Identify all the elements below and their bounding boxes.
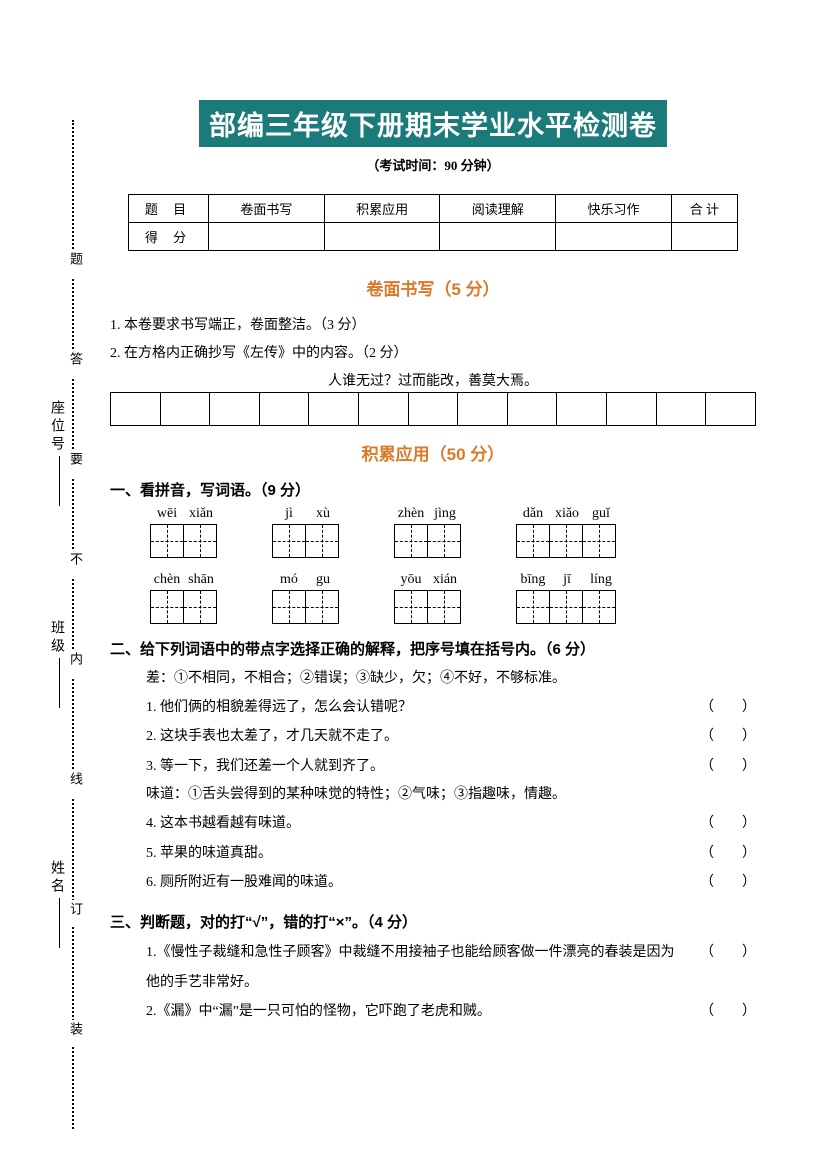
- pinyin-row-2: chènshān mógu yōuxián bīngjīlíng: [150, 572, 756, 624]
- q2-item: 2. 这块手表也太差了，才几天就不走了。（ ）: [146, 722, 756, 751]
- char-box[interactable]: [150, 590, 218, 624]
- q2-block: 差：①不相同，不相合；②错误；③缺少，欠；④不好，不够标准。 1. 他们俩的相貌…: [146, 665, 756, 897]
- q1-header: 一、看拼音，写词语。（9 分）: [110, 479, 756, 500]
- score-table: 题 目 卷面书写 积累应用 阅读理解 快乐习作 合 计 得 分: [128, 194, 738, 251]
- answer-paren[interactable]: （ ）: [676, 997, 756, 1026]
- label-name: 姓名: [46, 860, 66, 950]
- binding-margin: 姓名 班级 座位号 装 订 线 内 不 要 答 题: [46, 120, 86, 1129]
- answer-paren[interactable]: （ ）: [676, 809, 756, 838]
- answer-paren[interactable]: （ ）: [676, 693, 756, 722]
- score-cell[interactable]: [324, 223, 440, 251]
- pinyin-item: wēixiǎn: [150, 506, 218, 558]
- label-class: 班级: [46, 620, 66, 710]
- char-box[interactable]: [394, 524, 462, 558]
- score-header-label: 题 目: [129, 195, 209, 223]
- score-col: 快乐习作: [556, 195, 672, 223]
- q2-item: 3. 等一下，我们还差一个人就到齐了。（ ）: [146, 752, 756, 781]
- score-col: 合 计: [671, 195, 737, 223]
- quote-text: 人谁无过？过而能改，善莫大焉。: [110, 370, 756, 390]
- bind-word-8: 题: [66, 250, 85, 277]
- char-box[interactable]: [516, 524, 618, 558]
- answer-paren[interactable]: （ ）: [676, 938, 756, 997]
- pinyin-item: jìxù: [272, 506, 340, 558]
- exam-page: 姓名 班级 座位号 装 订 线 内 不 要 答 题 部编三年级下册期末学业水平检…: [0, 0, 826, 1169]
- label-seat: 座位号: [46, 400, 66, 508]
- pinyin-item: zhènjìng: [394, 506, 462, 558]
- score-row-label: 得 分: [129, 223, 209, 251]
- answer-paren[interactable]: （ ）: [676, 868, 756, 897]
- writing-rule-1: 1. 本卷要求书写端正，卷面整洁。（3 分）: [110, 312, 756, 340]
- q2-item: 6. 厕所附近有一股难闻的味道。（ ）: [146, 868, 756, 897]
- bind-word-4: 内: [66, 650, 85, 677]
- q3-item: 1.《慢性子裁缝和急性子顾客》中裁缝不用接袖子也能给顾客做一件漂亮的春装是因为他…: [146, 938, 756, 997]
- pinyin-row-1: wēixiǎn jìxù zhènjìng dǎnxiǎoguǐ: [150, 506, 756, 558]
- score-col: 卷面书写: [209, 195, 325, 223]
- writing-rule-2: 2. 在方格内正确抄写《左传》中的内容。（2 分）: [110, 340, 756, 368]
- pinyin-item: yōuxián: [394, 572, 462, 624]
- bind-word-5: 不: [66, 550, 85, 577]
- section-header-accum: 积累应用（50 分）: [110, 440, 756, 465]
- char-box[interactable]: [394, 590, 462, 624]
- q3-header: 三、判断题，对的打“√”，错的打“×”。（4 分）: [110, 911, 756, 932]
- pinyin-item: mógu: [272, 572, 340, 624]
- q3-block: 1.《慢性子裁缝和急性子顾客》中裁缝不用接袖子也能给顾客做一件漂亮的春装是因为他…: [146, 938, 756, 1026]
- bind-word-3: 线: [66, 770, 85, 797]
- subtitle: （考试时间：90 分钟）: [110, 155, 756, 174]
- score-cell[interactable]: [556, 223, 672, 251]
- main-title: 部编三年级下册期末学业水平检测卷: [199, 100, 667, 147]
- bind-word-7: 答: [66, 350, 85, 377]
- answer-paren[interactable]: （ ）: [676, 839, 756, 868]
- pinyin-item: chènshān: [150, 572, 218, 624]
- bind-word-6: 要: [66, 450, 85, 477]
- bind-word-1: 装: [66, 1020, 85, 1047]
- pinyin-item: bīngjīlíng: [516, 572, 618, 624]
- q3-item: 2.《漏》中“漏”是一只可怕的怪物，它吓跑了老虎和贼。（ ）: [146, 997, 756, 1026]
- char-box[interactable]: [272, 524, 340, 558]
- char-box[interactable]: [516, 590, 618, 624]
- q2-item: 5. 苹果的味道真甜。（ ）: [146, 839, 756, 868]
- q2-def1: 差：①不相同，不相合；②错误；③缺少，欠；④不好，不够标准。: [146, 665, 756, 693]
- score-col: 阅读理解: [440, 195, 556, 223]
- pinyin-item: dǎnxiǎoguǐ: [516, 506, 618, 558]
- answer-paren[interactable]: （ ）: [676, 722, 756, 751]
- score-cell[interactable]: [671, 223, 737, 251]
- q2-header: 二、给下列词语中的带点字选择正确的解释，把序号填在括号内。（6 分）: [110, 638, 756, 659]
- q2-item: 4. 这本书越看越有味道。（ ）: [146, 809, 756, 838]
- answer-paren[interactable]: （ ）: [676, 752, 756, 781]
- char-box[interactable]: [272, 590, 340, 624]
- q2-item: 1. 他们俩的相貌差得远了，怎么会认错呢？（ ）: [146, 693, 756, 722]
- q2-def2: 味道：①舌头尝得到的某种味觉的特性；②气味；③指趣味，情趣。: [146, 781, 756, 809]
- score-cell[interactable]: [440, 223, 556, 251]
- bind-word-2: 订: [66, 900, 85, 927]
- section-header-writing: 卷面书写（5 分）: [110, 275, 756, 300]
- score-col: 积累应用: [324, 195, 440, 223]
- score-cell[interactable]: [209, 223, 325, 251]
- char-box[interactable]: [150, 524, 218, 558]
- copy-grid[interactable]: [110, 392, 756, 426]
